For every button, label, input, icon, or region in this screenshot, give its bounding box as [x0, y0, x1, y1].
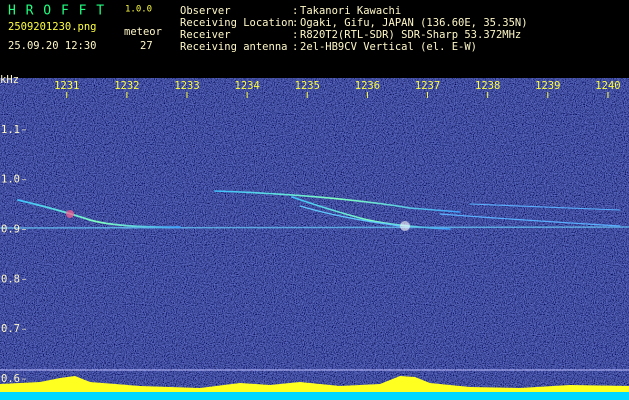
field-label: Observer	[180, 5, 231, 17]
y-tick-label: 0.7	[1, 323, 20, 335]
x-tick-label: 1239	[535, 80, 560, 92]
y-tick-label: 0.6	[1, 373, 20, 385]
y-tick-label: 0.9	[1, 224, 20, 236]
y-tick-label: 0.8	[1, 273, 20, 285]
app-name: H R O F F T	[8, 4, 105, 19]
y-tick-label: 1.0	[1, 174, 20, 186]
field-value: R820T2(RTL-SDR) SDR-Sharp 53.372MHz	[300, 29, 521, 41]
x-tick-label: 1235	[295, 80, 320, 92]
field-value: Ogaki, Gifu, JAPAN (136.60E, 35.35N)	[300, 17, 528, 29]
x-tick-label: 1233	[174, 80, 199, 92]
y-axis-label: kHz	[0, 74, 19, 86]
x-tick-label: 1236	[355, 80, 380, 92]
field-label: Receiving Location	[180, 17, 294, 29]
x-tick-label: 1237	[415, 80, 440, 92]
field-separator: :	[292, 5, 298, 17]
field-value: Takanori Kawachi	[300, 5, 401, 17]
field-value: 2el-HB9CV Vertical (el. E-W)	[300, 41, 477, 53]
meteor-traces	[0, 190, 629, 231]
field-label: Receiving antenna	[180, 41, 287, 53]
counter-label: meteor	[124, 26, 162, 38]
counter: 27	[140, 40, 153, 52]
x-tick-label: 1238	[475, 80, 500, 92]
field-label: Receiver	[180, 29, 231, 41]
x-tick-label: 1234	[235, 80, 260, 92]
field-separator: :	[292, 17, 298, 29]
x-tick-label: 1240	[595, 80, 620, 92]
spectrogram-noise	[0, 78, 629, 400]
field-separator: :	[292, 41, 298, 53]
x-tick-label: 1231	[54, 80, 79, 92]
power-band	[0, 392, 629, 400]
datetime: 25.09.20 12:30	[8, 40, 97, 52]
power-plot	[0, 376, 629, 392]
file-name: 2509201230.png	[8, 21, 97, 33]
x-tick-label: 1232	[114, 80, 139, 92]
field-separator: :	[292, 29, 298, 41]
y-tick-label: 1.1	[1, 124, 20, 136]
app-version: 1.0.0	[125, 5, 152, 15]
